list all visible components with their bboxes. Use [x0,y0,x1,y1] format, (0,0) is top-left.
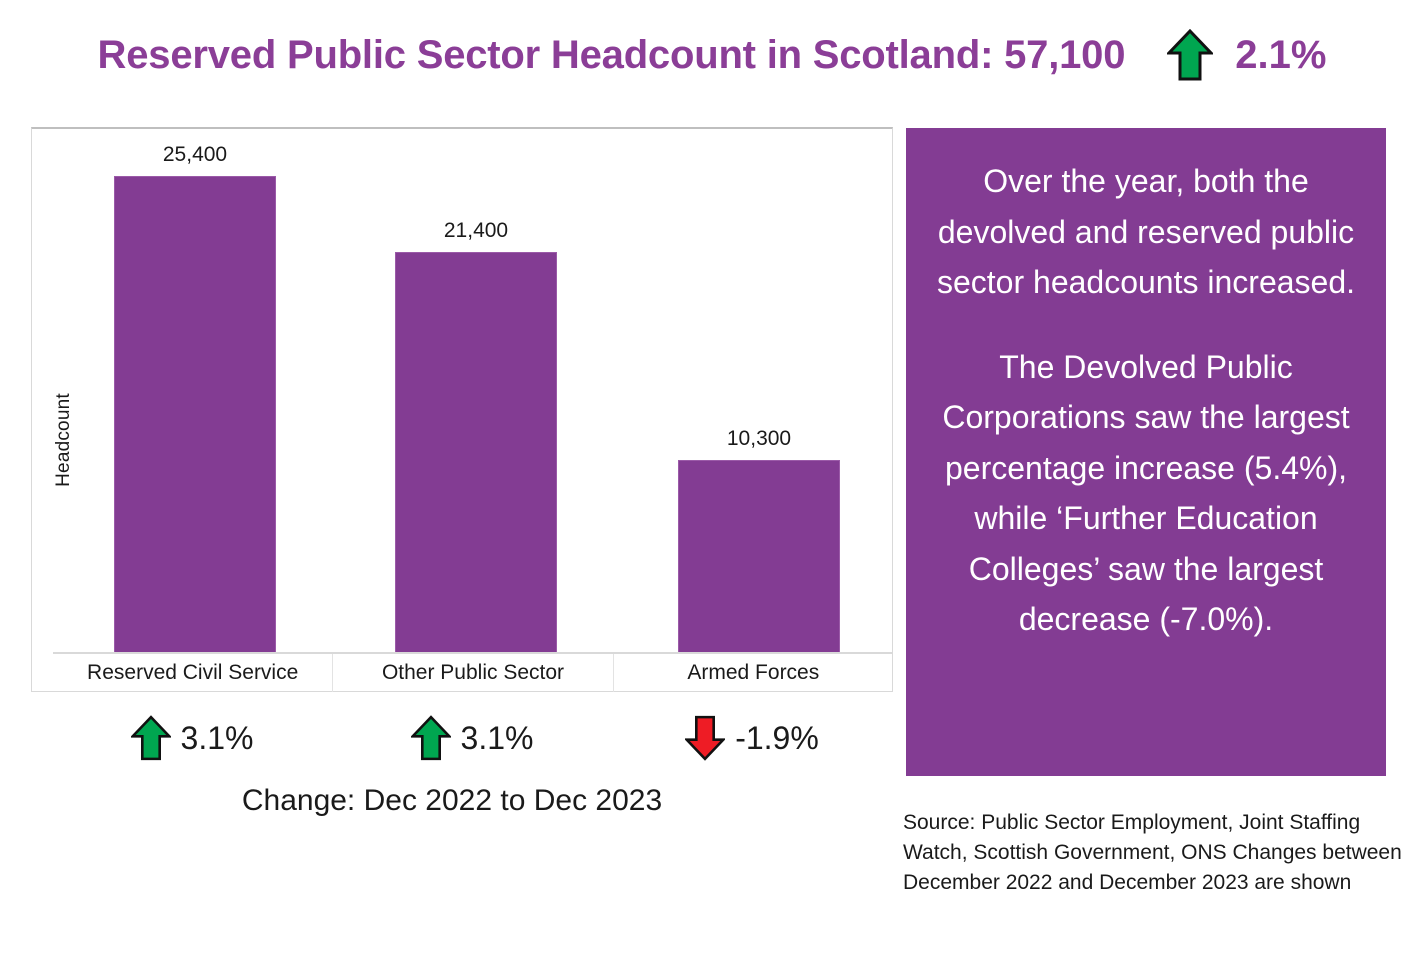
category-label-reserved-civil-service: Reserved Civil Service [87,661,299,684]
arrow-up-icon [130,715,171,761]
change-indicator-armed-forces: -1.9% [612,706,892,770]
bar-reserved-civil-service [114,176,276,653]
bar-armed-forces [678,460,840,653]
page-title: Reserved Public Sector Headcount in Scot… [97,32,1126,77]
change-percent-value: -1.9% [735,719,819,756]
bar-chart-panel: Headcount 25,400 21,400 10,300 Reserved … [31,127,893,692]
title-trend-arrow [1167,29,1214,81]
page-title-bar: Reserved Public Sector Headcount in Scot… [0,0,1424,110]
callout-panel: Over the year, both the devolved and res… [906,128,1386,776]
y-axis-title: Headcount [53,393,74,487]
bar-value-label: 10,300 [726,427,792,450]
plot-area: Headcount 25,400 21,400 10,300 [32,129,893,654]
bar-value-label: 25,400 [162,143,228,166]
callout-paragraph-1: Over the year, both the devolved and res… [936,163,1356,301]
change-percent-value: 3.1% [180,719,254,756]
change-indicator-row: 3.1% 3.1% -1.9% [52,706,892,770]
arrow-down-icon [685,715,726,761]
title-change-percent: 2.1% [1235,32,1327,77]
source-note: Source: Public Sector Employment, Joint … [903,811,1402,895]
bar-other-public-sector [395,252,557,653]
x-axis-line [53,652,893,654]
arrow-up-icon [1167,29,1214,81]
change-percent-value: 3.1% [460,719,534,756]
category-label-armed-forces: Armed Forces [612,654,893,692]
change-period-caption: Change: Dec 2022 to Dec 2023 [241,784,663,817]
arrow-up-icon [410,715,451,761]
change-indicator-reserved-civil-service: 3.1% [52,706,332,770]
change-indicator-other-public-sector: 3.1% [332,706,612,770]
callout-paragraph-2: The Devolved Public Corporations saw the… [942,348,1350,638]
bar-value-label: 21,400 [443,219,509,242]
category-label-other-public-sector: Other Public Sector [332,654,612,692]
x-axis-category-labels: Reserved Civil Service Other Public Sect… [53,654,893,692]
